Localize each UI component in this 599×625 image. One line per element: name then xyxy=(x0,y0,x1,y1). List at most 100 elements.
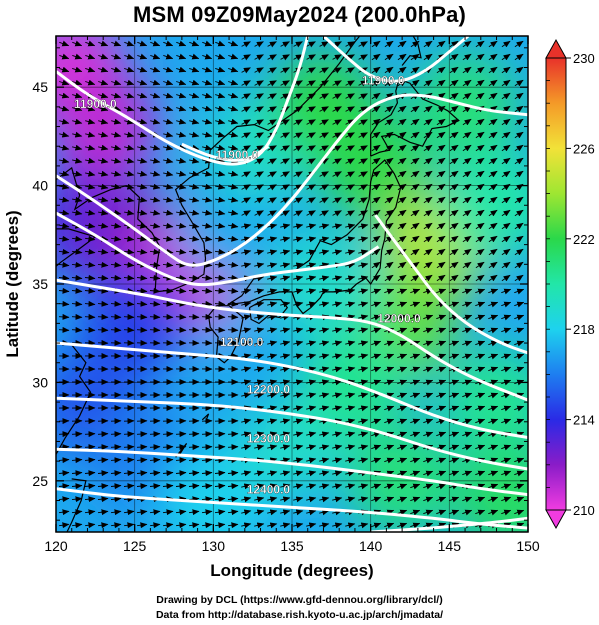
wind-arrow xyxy=(110,483,122,490)
wind-arrow xyxy=(227,144,239,151)
wind-arrow xyxy=(214,483,226,490)
wind-arrow xyxy=(397,392,408,399)
wind-arrow xyxy=(410,418,421,425)
wind-arrow xyxy=(202,105,213,112)
wind-arrow xyxy=(241,444,252,451)
wind-arrow xyxy=(358,210,368,217)
wind-arrow xyxy=(280,431,291,438)
wind-arrow xyxy=(410,40,420,48)
wind-arrow xyxy=(384,92,394,100)
wind-arrow xyxy=(98,522,109,529)
wind-arrow xyxy=(71,431,83,438)
temperature-blob xyxy=(441,347,528,458)
wind-arrow xyxy=(332,379,343,386)
wind-arrow xyxy=(110,470,122,477)
height-contour-label: 12100.0 xyxy=(220,335,264,349)
wind-arrow xyxy=(306,80,316,87)
wind-arrow xyxy=(163,157,174,164)
wind-arrow xyxy=(241,353,252,360)
wind-arrow xyxy=(345,106,355,113)
wind-arrow xyxy=(188,248,200,255)
wind-arrow xyxy=(306,132,316,139)
wind-arrow xyxy=(163,66,174,73)
wind-arrow xyxy=(71,287,83,294)
wind-arrow xyxy=(189,40,200,47)
wind-arrow xyxy=(319,353,330,360)
wind-arrow xyxy=(384,66,394,74)
wind-arrow xyxy=(358,93,368,100)
wind-arrow xyxy=(397,496,408,503)
wind-arrow xyxy=(280,93,290,100)
wind-arrow xyxy=(345,93,355,100)
wind-arrow xyxy=(293,93,303,100)
wind-arrow xyxy=(293,301,304,308)
wind-arrow xyxy=(332,184,342,191)
wind-arrow xyxy=(345,145,355,152)
wind-arrow xyxy=(358,236,369,243)
wind-arrow xyxy=(423,144,433,152)
wind-arrow xyxy=(293,41,303,48)
wind-arrow xyxy=(293,119,303,126)
wind-arrow xyxy=(371,183,381,191)
wind-arrow xyxy=(254,496,265,503)
wind-arrow xyxy=(371,209,381,217)
wind-arrow xyxy=(397,522,408,529)
wind-arrow xyxy=(332,171,342,178)
wind-arrow xyxy=(188,326,200,333)
wind-arrow xyxy=(371,522,382,529)
wind-arrow xyxy=(71,313,83,320)
wind-arrow xyxy=(423,274,433,282)
wind-arrow xyxy=(176,105,187,112)
wind-arrow xyxy=(71,261,83,268)
wind-arrow xyxy=(110,248,122,255)
wind-arrow xyxy=(358,483,369,490)
wind-arrow xyxy=(280,184,290,191)
wind-arrow xyxy=(397,222,407,230)
wind-arrow xyxy=(397,405,408,412)
wind-arrow xyxy=(84,470,96,477)
wind-arrow xyxy=(85,79,96,86)
wind-arrow xyxy=(436,66,446,74)
wind-arrow xyxy=(124,170,135,177)
wind-arrow xyxy=(97,444,109,451)
wind-arrow xyxy=(214,300,226,307)
wind-arrow xyxy=(397,131,407,139)
wind-arrow xyxy=(397,353,408,360)
wind-arrow xyxy=(423,105,433,113)
wind-arrow xyxy=(123,457,135,464)
wind-arrow xyxy=(319,496,330,503)
wind-arrow xyxy=(72,40,83,47)
wind-arrow xyxy=(358,353,369,360)
wind-arrow xyxy=(175,326,187,333)
wind-arrow xyxy=(202,92,213,99)
wind-arrow xyxy=(371,79,381,87)
wind-arrow xyxy=(214,274,226,281)
wind-arrow xyxy=(332,119,342,126)
wind-arrow xyxy=(267,470,278,477)
wind-arrow xyxy=(254,184,264,191)
wind-arrow xyxy=(72,522,83,529)
wind-arrow xyxy=(58,287,70,294)
height-contour-label: 12000.0 xyxy=(377,311,421,325)
wind-arrow xyxy=(241,288,252,295)
wind-arrow xyxy=(436,248,446,256)
colorbar: 210 214 218 222 226 230 xyxy=(545,38,595,530)
x-axis-label: Longitude (degrees) xyxy=(210,561,373,580)
wind-arrow xyxy=(371,92,381,100)
wind-arrow xyxy=(436,261,446,269)
wind-arrow xyxy=(397,340,408,347)
wind-arrow xyxy=(423,366,434,373)
wind-arrow xyxy=(423,261,433,269)
wind-arrow xyxy=(124,131,135,138)
wind-arrow xyxy=(136,431,148,438)
wind-arrow xyxy=(358,405,369,412)
wind-arrow xyxy=(293,392,304,399)
wind-arrow xyxy=(436,327,447,334)
wind-arrow xyxy=(423,405,434,412)
wind-arrow xyxy=(175,444,187,451)
wind-arrow xyxy=(306,54,316,61)
wind-arrow xyxy=(215,522,226,529)
wind-arrow xyxy=(371,314,382,321)
wind-arrow xyxy=(136,274,148,281)
wind-arrow xyxy=(397,53,407,61)
